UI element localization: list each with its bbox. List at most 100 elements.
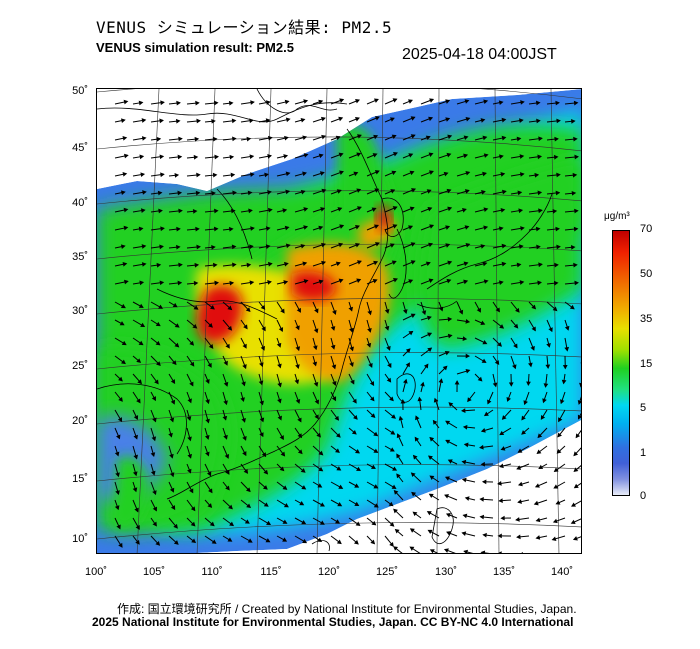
wind-arrow-head: [118, 542, 123, 548]
wind-arrow-head: [302, 261, 308, 267]
wind-arrow-head: [250, 172, 255, 177]
wind-arrow-head: [267, 261, 273, 267]
wind-arrow-head: [556, 449, 562, 454]
wind-arrow-head: [295, 325, 300, 331]
wind-arrow-head: [267, 190, 272, 195]
wind-arrow-head: [463, 261, 469, 267]
wind-arrow-head: [408, 279, 414, 284]
wind-arrow-head: [367, 328, 372, 333]
wind-arrow-head: [384, 309, 390, 314]
lat-tick-20: 20˚: [72, 415, 88, 427]
wind-arrow-head: [194, 136, 200, 142]
wind-arrow-head: [242, 343, 247, 349]
wind-arrow-head: [120, 190, 126, 195]
wind-arrow-head: [556, 244, 561, 250]
wind-arrow-head: [394, 528, 400, 534]
wind-arrow-head: [174, 172, 180, 178]
wind-arrow-head: [187, 398, 192, 404]
wind-arrow-head: [531, 326, 536, 332]
wind-arrow-head: [265, 118, 271, 123]
wind-arrow-head: [445, 117, 451, 122]
wind-arrow-head: [495, 307, 500, 313]
wind-arrow-head: [300, 468, 306, 473]
wind-arrow-head: [482, 261, 488, 267]
wind-arrow-head: [408, 225, 414, 230]
wind-arrow-head: [528, 362, 533, 368]
wind-arrow-head: [463, 442, 469, 448]
wind-arrow-head: [187, 453, 192, 459]
wind-arrow-head: [186, 416, 192, 421]
wind-arrow-head: [265, 244, 271, 249]
wind-arrow-head: [500, 208, 506, 213]
wind-arrow-head: [355, 449, 360, 454]
wind-arrow-head: [338, 278, 344, 284]
wind-arrow-head: [372, 153, 378, 158]
wind-arrow-head: [140, 172, 146, 178]
pm25-map: [96, 88, 582, 554]
colorbar-label-15: 15: [640, 358, 653, 370]
wind-arrow-head: [570, 245, 576, 250]
wind-arrow-head: [228, 504, 233, 510]
wind-arrow-head: [463, 549, 469, 553]
wind-arrow-head: [120, 303, 126, 309]
wind-arrow-head: [427, 347, 433, 353]
wind-arrow-head: [285, 117, 291, 123]
lon-tick-140: 140˚: [550, 566, 574, 578]
wind-arrow-head: [336, 539, 342, 545]
wind-arrow-head: [517, 190, 523, 196]
wind-arrow-head: [448, 402, 454, 407]
wind-arrow-head: [574, 154, 579, 160]
wind-arrow-head: [369, 396, 375, 402]
wind-arrow-head: [481, 190, 486, 195]
wind-arrow-head: [535, 517, 541, 523]
wind-arrow-head: [499, 154, 504, 159]
wind-arrow-head: [159, 280, 165, 286]
wind-arrow-head: [189, 340, 195, 346]
wind-arrow-head: [537, 280, 542, 286]
wind-arrow-head: [483, 99, 489, 105]
wind-arrow-head: [536, 244, 541, 250]
wind-arrow-head: [194, 262, 200, 268]
wind-arrow-head: [373, 484, 379, 489]
wind-arrow-head: [534, 172, 540, 178]
wind-arrow-head: [187, 468, 192, 474]
wind-arrow-head: [279, 435, 284, 441]
wind-arrow-head: [480, 320, 486, 325]
wind-arrow-head: [151, 436, 157, 442]
lon-tick-130: 130˚: [434, 566, 458, 578]
wind-arrow-head: [446, 152, 452, 158]
wind-arrow-head: [462, 208, 467, 213]
wind-arrow-head: [265, 538, 271, 543]
wind-arrow-head: [482, 171, 487, 177]
wind-arrow-head: [545, 364, 551, 370]
wind-arrow-head: [187, 436, 192, 442]
wind-arrow-head: [214, 280, 219, 286]
wind-arrow-head: [285, 171, 291, 177]
wind-arrow-head: [442, 365, 448, 371]
wind-arrow-head: [282, 208, 288, 213]
lon-tick-110: 110˚: [201, 566, 223, 578]
wind-arrow-head: [571, 119, 576, 124]
wind-arrow-head: [520, 226, 525, 231]
wind-arrow-head: [461, 408, 466, 413]
wind-arrow-head: [446, 188, 452, 194]
wind-arrow-head: [116, 524, 121, 530]
lat-tick-15: 15˚: [72, 473, 88, 485]
wind-arrow-head: [321, 188, 327, 194]
wind-arrow-head: [314, 399, 320, 405]
wind-arrow-head: [279, 466, 285, 472]
wind-arrow-head: [479, 444, 484, 450]
wind-arrow-head: [443, 171, 449, 177]
wind-arrow-head: [500, 515, 505, 521]
wind-arrow-head: [296, 307, 301, 313]
wind-arrow-head: [384, 325, 390, 331]
wind-arrow-head: [302, 171, 307, 177]
wind-arrow-head: [438, 306, 444, 312]
wind-arrow-head: [195, 100, 200, 106]
wind-arrow-head: [429, 549, 435, 553]
wind-arrow-head: [447, 333, 453, 339]
lat-tick-40: 40˚: [72, 197, 88, 209]
colorbar-label-1: 1: [640, 447, 647, 459]
wind-arrow-head: [421, 310, 427, 316]
wind-arrow-head: [555, 500, 561, 505]
